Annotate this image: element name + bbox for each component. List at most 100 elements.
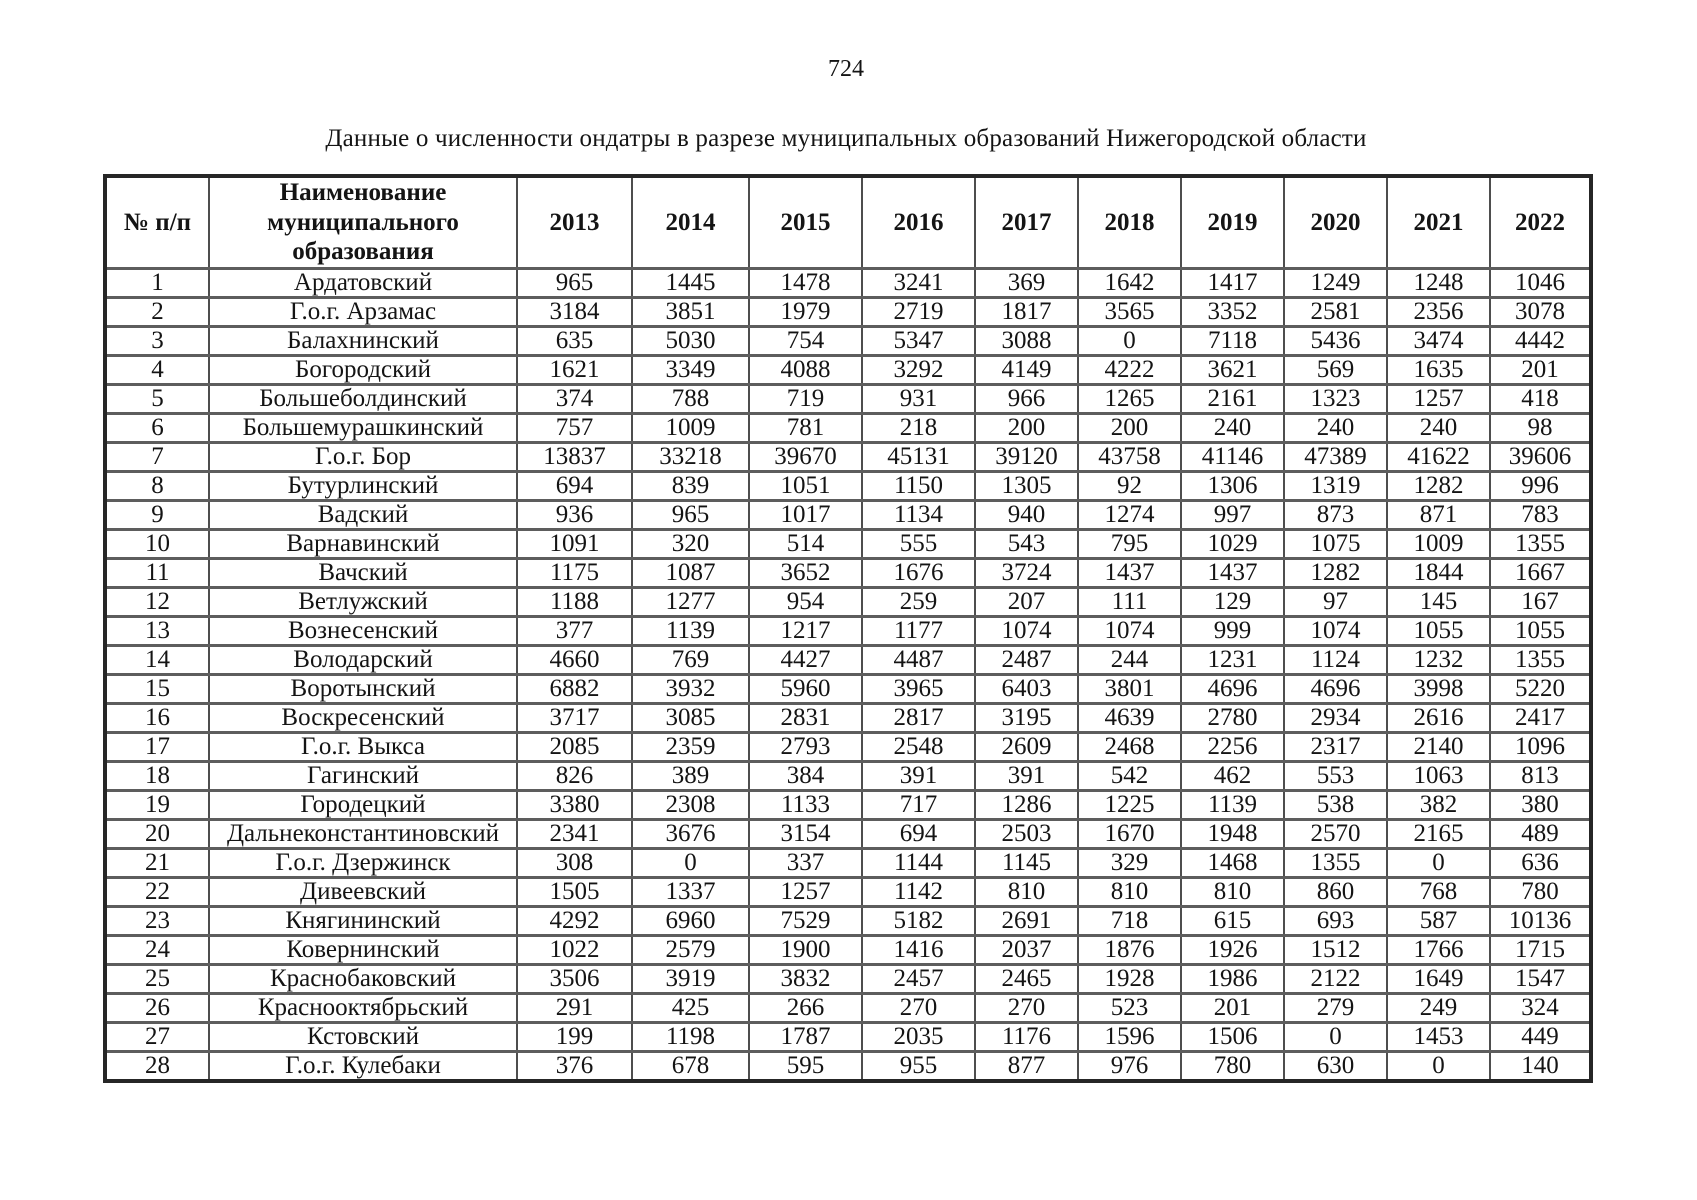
municipality-name-cell: Вадский <box>208 498 518 531</box>
population-value-cell: 39670 <box>748 440 863 473</box>
population-value-cell: 308 <box>516 846 633 879</box>
population-value-cell: 717 <box>861 788 976 821</box>
population-value-cell: 1257 <box>1386 382 1491 415</box>
population-value-cell: 2548 <box>861 730 976 763</box>
row-number-cell: 18 <box>104 759 210 792</box>
population-value-cell: 3652 <box>748 556 863 589</box>
population-value-cell: 418 <box>1489 382 1592 415</box>
population-value-cell: 860 <box>1283 875 1388 908</box>
population-value-cell: 2691 <box>974 904 1079 937</box>
population-value-cell: 1257 <box>748 875 863 908</box>
population-value-cell: 201 <box>1489 353 1592 386</box>
table-row: 26 Краснооктябрьский 291 425 266 270 270 523 201… <box>104 991 1592 1024</box>
header-municipality-name: Наименование муниципального образования <box>208 174 518 270</box>
population-value-cell: 1506 <box>1180 1020 1285 1053</box>
population-value-cell: 337 <box>748 846 863 879</box>
population-value-cell: 871 <box>1386 498 1491 531</box>
table-row: 9 Вадский 936 965 1017 1134 940 1274 997 873 871 78… <box>104 498 1592 531</box>
page-title: Данные о численности ондатры в разрезе м… <box>325 125 1367 152</box>
population-value-cell: 5436 <box>1283 324 1388 357</box>
population-value-cell: 41146 <box>1180 440 1285 473</box>
population-value-cell: 13837 <box>516 440 633 473</box>
population-value-cell: 2465 <box>974 962 1079 995</box>
population-value-cell: 200 <box>1077 411 1182 444</box>
row-number-cell: 23 <box>104 904 210 937</box>
population-value-cell: 39120 <box>974 440 1079 473</box>
municipality-name-cell: Володарский <box>208 643 518 676</box>
population-value-cell: 780 <box>1180 1049 1285 1082</box>
municipality-name-cell: Бутурлинский <box>208 469 518 502</box>
population-value-cell: 1948 <box>1180 817 1285 850</box>
population-value-cell: 425 <box>631 991 750 1024</box>
population-value-cell: 1124 <box>1283 643 1388 676</box>
municipality-name-cell: Ветлужский <box>208 585 518 618</box>
population-value-cell: 329 <box>1077 846 1182 879</box>
population-value-cell: 4696 <box>1180 672 1285 705</box>
population-value-cell: 1649 <box>1386 962 1491 995</box>
population-value-cell: 98 <box>1489 411 1592 444</box>
population-value-cell: 391 <box>974 759 1079 792</box>
population-value-cell: 7529 <box>748 904 863 937</box>
population-value-cell: 1051 <box>748 469 863 502</box>
population-value-cell: 167 <box>1489 585 1592 618</box>
population-value-cell: 259 <box>861 585 976 618</box>
table-row: 15 Воротынский 6882 3932 5960 3965 6403 3801 469… <box>104 672 1592 705</box>
population-value-cell: 877 <box>974 1049 1079 1082</box>
table-row: 5 Большеболдинский 374 788 719 931 966 1265 2161… <box>104 382 1592 415</box>
population-value-cell: 1074 <box>1283 614 1388 647</box>
population-value-cell: 1900 <box>748 933 863 966</box>
population-value-cell: 1177 <box>861 614 976 647</box>
municipality-name-cell: Краснобаковский <box>208 962 518 995</box>
population-value-cell: 630 <box>1283 1049 1388 1082</box>
table-row: 25 Краснобаковский 3506 3919 3832 2457 2465 192… <box>104 962 1592 995</box>
header-year: 2018 <box>1077 174 1182 270</box>
population-value-cell: 2570 <box>1283 817 1388 850</box>
population-value-cell: 5220 <box>1489 672 1592 705</box>
municipality-name-cell: Вачский <box>208 556 518 589</box>
population-value-cell: 1787 <box>748 1020 863 1053</box>
population-value-cell: 1198 <box>631 1020 750 1053</box>
population-value-cell: 1355 <box>1489 527 1592 560</box>
population-value-cell: 1715 <box>1489 933 1592 966</box>
table-row: 27 Кстовский 199 1198 1787 2035 1176 1596 1506 0 1… <box>104 1020 1592 1053</box>
table-row: 13 Вознесенский 377 1139 1217 1177 1074 1074 999… <box>104 614 1592 647</box>
population-value-cell: 43758 <box>1077 440 1182 473</box>
population-value-cell: 810 <box>1180 875 1285 908</box>
population-value-cell: 324 <box>1489 991 1592 1024</box>
population-value-cell: 249 <box>1386 991 1491 1024</box>
population-value-cell: 462 <box>1180 759 1285 792</box>
population-value-cell: 489 <box>1489 817 1592 850</box>
population-value-cell: 1319 <box>1283 469 1388 502</box>
population-value-cell: 783 <box>1489 498 1592 531</box>
population-value-cell: 1133 <box>748 788 863 821</box>
table-row: 17 Г.о.г. Выкса 2085 2359 2793 2548 2609 2468 22… <box>104 730 1592 763</box>
municipality-name-cell: Ковернинский <box>208 933 518 966</box>
population-value-cell: 1766 <box>1386 933 1491 966</box>
population-value-cell: 1844 <box>1386 556 1491 589</box>
population-value-cell: 2817 <box>861 701 976 734</box>
population-value-cell: 3919 <box>631 962 750 995</box>
population-value-cell: 3851 <box>631 295 750 328</box>
population-value-cell: 2616 <box>1386 701 1491 734</box>
row-number-cell: 15 <box>104 672 210 705</box>
table-row: 24 Ковернинский 1022 2579 1900 1416 2037 1876 19… <box>104 933 1592 966</box>
population-value-cell: 4222 <box>1077 353 1182 386</box>
row-number-cell: 10 <box>104 527 210 560</box>
population-value-cell: 145 <box>1386 585 1491 618</box>
population-value-cell: 1231 <box>1180 643 1285 676</box>
population-value-cell: 376 <box>516 1049 633 1082</box>
row-number-cell: 6 <box>104 411 210 444</box>
population-value-cell: 4639 <box>1077 701 1182 734</box>
population-value-cell: 3154 <box>748 817 863 850</box>
population-value-cell: 3195 <box>974 701 1079 734</box>
population-value-cell: 1547 <box>1489 962 1592 995</box>
population-value-cell: 976 <box>1077 1049 1182 1082</box>
population-value-cell: 2140 <box>1386 730 1491 763</box>
row-number-cell: 5 <box>104 382 210 415</box>
population-value-cell: 2161 <box>1180 382 1285 415</box>
row-number-cell: 8 <box>104 469 210 502</box>
population-value-cell: 1277 <box>631 585 750 618</box>
population-value-cell: 240 <box>1180 411 1285 444</box>
population-value-cell: 2317 <box>1283 730 1388 763</box>
row-number-cell: 7 <box>104 440 210 473</box>
